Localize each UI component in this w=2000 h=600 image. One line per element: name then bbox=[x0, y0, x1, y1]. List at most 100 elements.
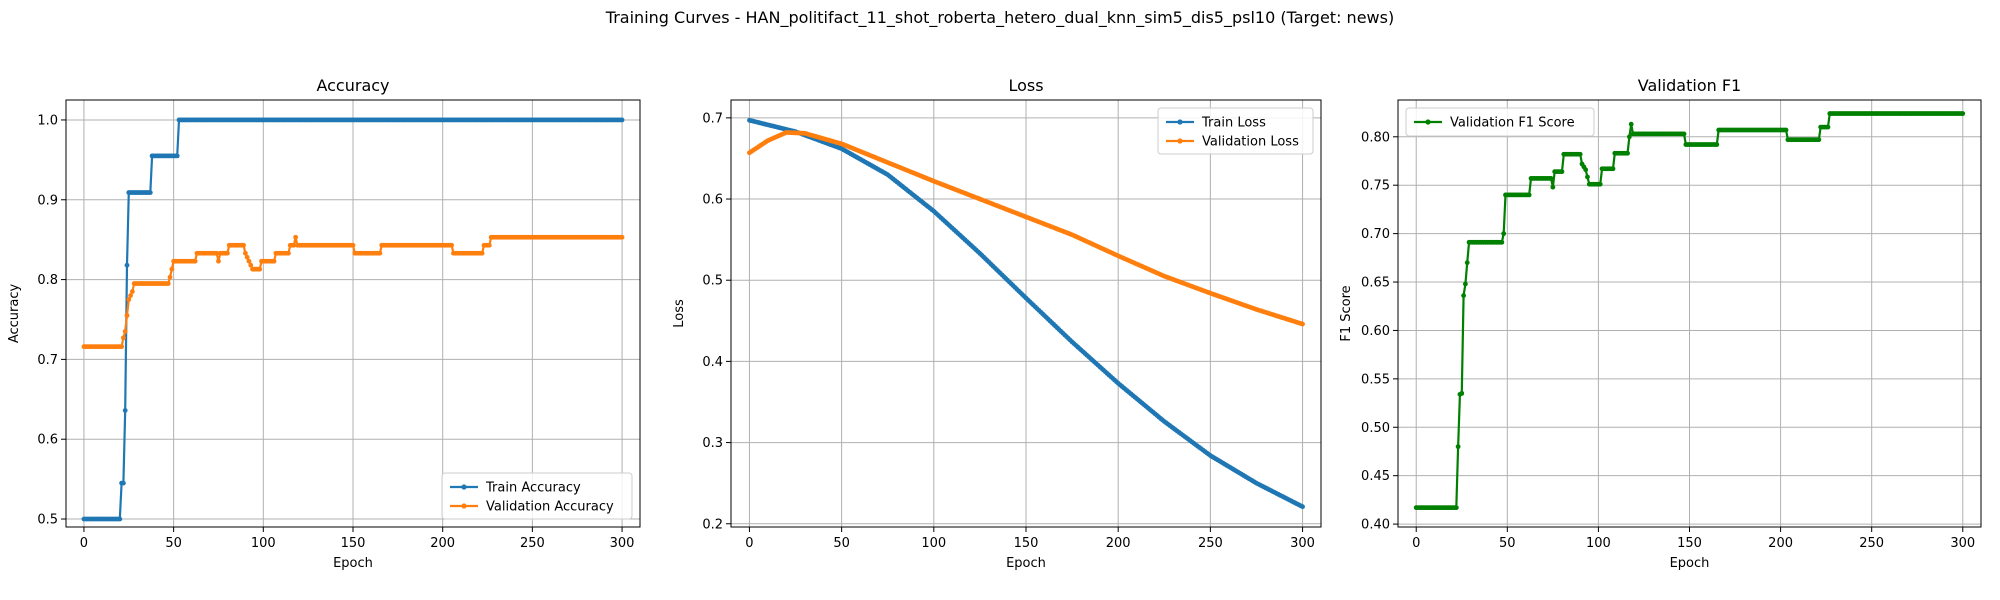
x-axis-label: Epoch bbox=[1670, 556, 1710, 571]
y-tick-label: 0.9 bbox=[37, 193, 58, 208]
data-point bbox=[124, 313, 130, 318]
x-tick-label: 100 bbox=[251, 536, 276, 551]
data-point bbox=[244, 254, 250, 260]
y-tick-label: 0.55 bbox=[1361, 372, 1390, 387]
x-tick-label: 300 bbox=[610, 536, 635, 551]
y-tick-label: 0.6 bbox=[702, 193, 723, 208]
legend-box bbox=[441, 472, 633, 520]
data-point bbox=[121, 335, 126, 341]
legend-swatch-marker bbox=[461, 503, 467, 509]
x-tick-label: 0 bbox=[745, 536, 753, 551]
legend-label: Validation Loss bbox=[1202, 135, 1299, 150]
data-point bbox=[1550, 184, 1556, 190]
data-point bbox=[147, 190, 153, 195]
data-point bbox=[449, 242, 455, 248]
series-markers-validation-loss bbox=[747, 130, 1305, 327]
legend-label: Train Loss bbox=[1201, 116, 1266, 131]
chart-title: Loss bbox=[1008, 76, 1043, 95]
x-tick-label: 0 bbox=[80, 536, 88, 551]
y-tick-label: 1.0 bbox=[37, 113, 58, 128]
legend: Train Loss Validation Loss bbox=[1157, 107, 1314, 155]
data-point bbox=[479, 250, 485, 256]
y-tick-label: 0.65 bbox=[1361, 276, 1390, 291]
y-tick-label: 0.40 bbox=[1361, 518, 1390, 533]
data-point bbox=[377, 250, 383, 256]
data-point bbox=[1960, 111, 1966, 116]
data-point bbox=[257, 266, 263, 272]
legend-box bbox=[1157, 107, 1314, 155]
y-tick-label: 0.8 bbox=[37, 273, 58, 288]
legend-swatch-marker bbox=[1425, 119, 1431, 125]
chart-title: Accuracy bbox=[316, 76, 389, 95]
data-point bbox=[192, 258, 198, 264]
data-point bbox=[1714, 142, 1720, 147]
y-tick-label: 0.75 bbox=[1361, 179, 1390, 194]
data-point bbox=[619, 117, 625, 123]
subplot-2: 0 50 100 150 200 250 300 0.2 0.3 0.4 0.5 0.6 0.7 Loss… bbox=[672, 76, 1322, 571]
data-point bbox=[1459, 390, 1465, 396]
x-axis-label: Epoch bbox=[333, 556, 373, 571]
data-point bbox=[1501, 231, 1507, 237]
y-tick-label: 0.45 bbox=[1361, 469, 1390, 484]
data-point bbox=[1464, 260, 1470, 266]
figure-title: Training Curves - HAN_politifact_11_shot… bbox=[605, 8, 1395, 27]
x-tick-label: 250 bbox=[1198, 536, 1223, 551]
data-point bbox=[126, 297, 132, 302]
x-tick-label: 200 bbox=[1768, 536, 1793, 551]
legend-swatch-marker bbox=[1177, 138, 1183, 144]
data-point bbox=[1453, 505, 1459, 511]
x-tick-label: 200 bbox=[1106, 536, 1131, 551]
data-point bbox=[1816, 137, 1822, 143]
data-point bbox=[1585, 174, 1590, 180]
legend-label: Train Accuracy bbox=[485, 481, 581, 496]
y-axis-label: F1 Score bbox=[1339, 285, 1354, 341]
data-point bbox=[246, 258, 252, 264]
subplot-3: 0 50 100 150 200 250 300 0.40 0.45 0.50 0.55 0.60 0.… bbox=[1339, 76, 1982, 571]
x-tick-label: 100 bbox=[921, 536, 946, 551]
data-point bbox=[225, 250, 230, 256]
x-tick-label: 300 bbox=[1290, 536, 1315, 551]
y-tick-label: 0.5 bbox=[37, 513, 58, 528]
x-tick-label: 50 bbox=[833, 536, 850, 551]
data-point bbox=[241, 242, 246, 248]
data-point bbox=[1300, 321, 1305, 327]
data-point bbox=[619, 234, 625, 240]
series-markers-train-accuracy bbox=[81, 117, 625, 522]
x-tick-label: 0 bbox=[1412, 536, 1420, 551]
legend-swatch-marker bbox=[461, 484, 467, 490]
data-point bbox=[1300, 504, 1305, 510]
series-markers-validation-accuracy bbox=[81, 234, 625, 350]
y-tick-label: 0.5 bbox=[702, 274, 723, 289]
data-point bbox=[1559, 169, 1565, 175]
data-point bbox=[1463, 281, 1468, 287]
y-tick-label: 0.7 bbox=[37, 353, 58, 368]
data-point bbox=[1499, 239, 1505, 245]
series-markers-validation-f1-score bbox=[1413, 111, 1966, 511]
data-point bbox=[350, 242, 356, 248]
x-tick-label: 300 bbox=[1950, 536, 1975, 551]
x-tick-label: 250 bbox=[520, 536, 545, 551]
data-point bbox=[1577, 151, 1583, 157]
legend-label: Validation Accuracy bbox=[486, 500, 614, 515]
data-point bbox=[169, 266, 175, 272]
data-point bbox=[1597, 181, 1603, 187]
data-point bbox=[1610, 166, 1616, 172]
x-tick-label: 50 bbox=[1499, 536, 1516, 551]
data-point bbox=[165, 281, 171, 286]
data-point bbox=[291, 242, 297, 248]
y-tick-label: 0.2 bbox=[702, 517, 723, 532]
y-tick-label: 0.4 bbox=[702, 355, 723, 370]
x-tick-label: 150 bbox=[1014, 536, 1039, 551]
data-point bbox=[122, 408, 128, 413]
data-point bbox=[128, 293, 133, 298]
data-point bbox=[214, 250, 220, 256]
x-tick-label: 250 bbox=[1859, 536, 1884, 551]
data-point bbox=[124, 262, 130, 268]
y-tick-label: 0.3 bbox=[702, 436, 723, 451]
data-point bbox=[1825, 124, 1831, 130]
data-point bbox=[1783, 127, 1789, 133]
x-tick-label: 50 bbox=[165, 536, 182, 551]
data-point bbox=[1626, 134, 1632, 140]
data-point bbox=[271, 258, 277, 264]
